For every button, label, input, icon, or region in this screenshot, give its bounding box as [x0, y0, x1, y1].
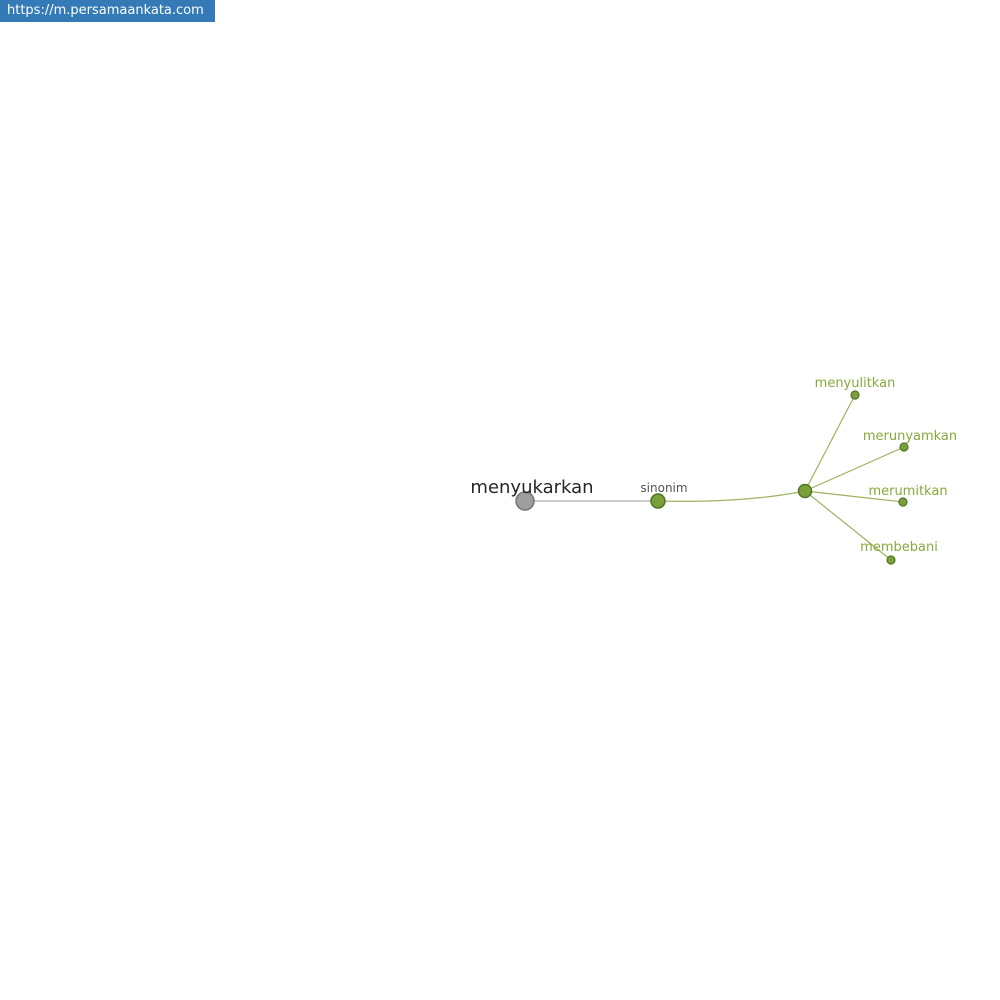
url-badge-text: https://m.persamaankata.com [7, 3, 204, 18]
node-synonym-merunyamkan[interactable] [899, 442, 909, 452]
node-synonym-membebani[interactable] [886, 555, 896, 565]
url-badge: https://m.persamaankata.com [0, 0, 215, 22]
edge-hub-membebani [804, 490, 892, 561]
relation-node-label: sinonim [640, 481, 687, 495]
node-hub[interactable] [797, 483, 813, 499]
root-node-label: menyukarkan [470, 477, 593, 498]
node-relation-sinonim[interactable] [650, 493, 666, 509]
synonym-label: merunyamkan [863, 429, 957, 444]
node-synonym-menyulitkan[interactable] [850, 390, 860, 400]
node-root[interactable] [515, 491, 535, 511]
node-synonym-merumitkan[interactable] [898, 497, 908, 507]
edge-hub-merunyamkan [804, 446, 905, 492]
synonym-label: menyulitkan [815, 376, 896, 391]
edge-hub-merumitkan [804, 490, 904, 503]
synonym-label: merumitkan [868, 484, 947, 499]
edge-hub-menyulitkan [804, 394, 856, 492]
edge-relation-hub [657, 490, 806, 502]
synonym-label: membebani [860, 540, 938, 555]
